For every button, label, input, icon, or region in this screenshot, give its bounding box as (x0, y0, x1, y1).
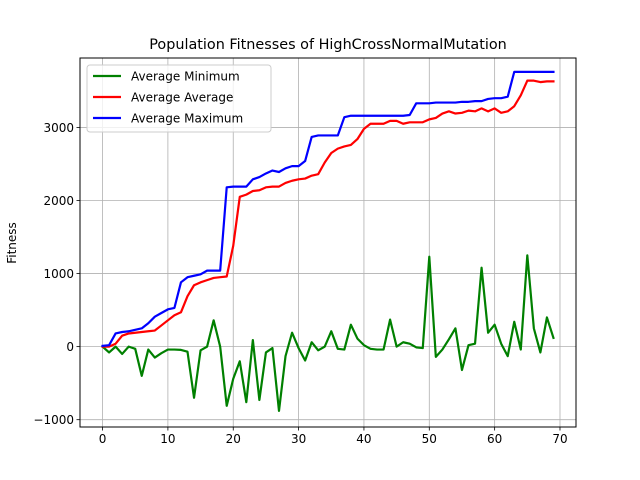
x-tick-label: 20 (226, 432, 241, 446)
y-tick-label: 3000 (43, 121, 74, 135)
series-line-average-minimum (100, 254, 555, 413)
y-tick-label: 2000 (43, 194, 74, 208)
y-axis-ticks: −1000 0 1000 2000 3000 (33, 121, 80, 427)
x-tick-label: 50 (422, 432, 437, 446)
axes-frame (79, 57, 577, 428)
legend-entries: Average Minimum Average Average Average Ma… (93, 70, 243, 126)
legend: Average Minimum Average Average Average Ma… (86, 64, 272, 133)
y-tick-label: −1000 (33, 413, 74, 427)
y-tick-label: 0 (66, 340, 74, 354)
chart-title: Population Fitnesses of HighCrossNormalM… (149, 37, 507, 53)
x-tick-label: 60 (487, 432, 502, 446)
y-axis-label: Fitness (5, 222, 19, 264)
y-tick-label: 1000 (43, 267, 74, 281)
series-layer (100, 70, 555, 413)
x-axis-ticks: 0 10 20 30 40 50 60 70 (99, 427, 568, 446)
legend-label-average-average: Average Average (131, 91, 233, 105)
legend-label-average-minimum: Average Minimum (131, 70, 240, 84)
x-tick-label: 0 (99, 432, 107, 446)
series-line-average-maximum (101, 70, 555, 348)
x-tick-label: 30 (291, 432, 306, 446)
legend-box (86, 64, 272, 133)
x-tick-label: 40 (356, 432, 371, 446)
x-tick-label: 70 (552, 432, 567, 446)
series-line-average-average (101, 79, 555, 348)
x-tick-label: 10 (160, 432, 175, 446)
legend-label-average-maximum: Average Maximum (131, 112, 243, 126)
